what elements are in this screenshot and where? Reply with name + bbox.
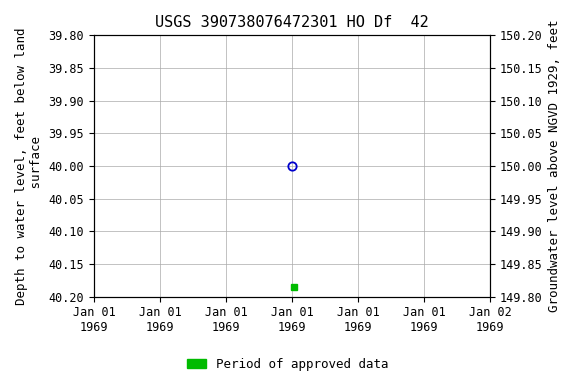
Y-axis label: Groundwater level above NGVD 1929, feet: Groundwater level above NGVD 1929, feet bbox=[548, 20, 561, 312]
Legend: Period of approved data: Period of approved data bbox=[183, 353, 393, 376]
Y-axis label: Depth to water level, feet below land
 surface: Depth to water level, feet below land su… bbox=[15, 27, 43, 305]
Title: USGS 390738076472301 HO Df  42: USGS 390738076472301 HO Df 42 bbox=[155, 15, 429, 30]
